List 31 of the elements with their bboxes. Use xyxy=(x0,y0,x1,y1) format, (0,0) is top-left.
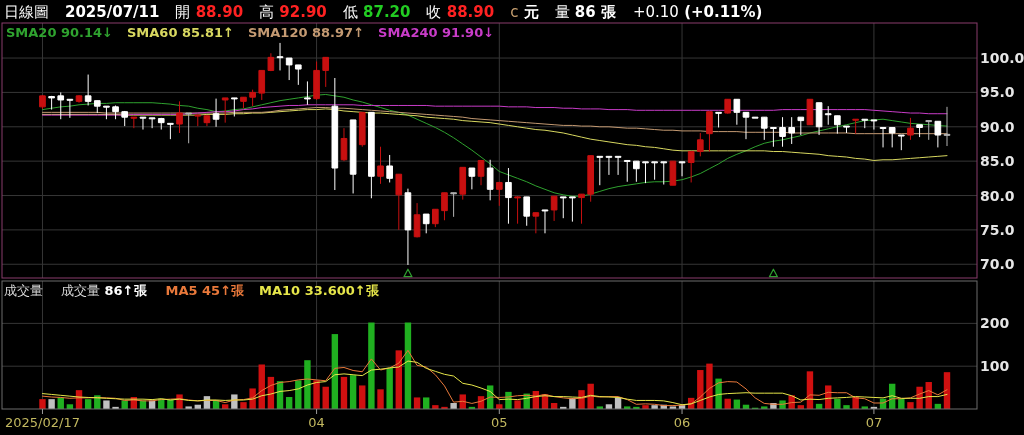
text: SMA20 90.14↓ xyxy=(6,25,113,40)
text: 收 88.90 xyxy=(426,3,495,21)
chart-title: 日線圖 xyxy=(4,3,49,21)
y-tick-label: 75.0 xyxy=(980,221,1015,238)
chart-subtitle: 2025/07/11 xyxy=(65,3,160,21)
text: c 元 xyxy=(510,3,539,21)
x-tick-label: 06 xyxy=(673,415,691,430)
text: SMA120 88.97↑ xyxy=(248,25,365,40)
x-tick-label: 04 xyxy=(308,415,325,430)
y-tick-label: 80.0 xyxy=(980,187,1015,204)
text: +0.10 (+0.11%) xyxy=(632,3,763,21)
y-tick-label: 95.0 xyxy=(980,84,1015,101)
text: 低 87.20 xyxy=(342,3,411,21)
x-tick-label: 2025/02/17 xyxy=(5,415,80,430)
y-tick-label: 200 xyxy=(980,315,1010,332)
y-tick-label: 90.0 xyxy=(980,118,1015,135)
text: 開 88.90 xyxy=(175,3,244,21)
text: MA5 45↑張 xyxy=(165,283,246,298)
annotation: 成交量 86↑張 xyxy=(61,283,148,298)
text: MA10 33.600↑張 xyxy=(259,283,380,298)
text: SMA240 91.90↓ xyxy=(378,25,495,40)
text: 高 92.90 xyxy=(259,3,327,21)
y-tick-label: 70.0 xyxy=(980,256,1015,273)
x-tick-label: 07 xyxy=(865,415,883,430)
x-tick-label: 05 xyxy=(491,415,508,430)
y-tick-label: 100.0 xyxy=(980,50,1024,67)
y-tick-label: 100 xyxy=(980,358,1010,375)
text: SMA60 85.81↑ xyxy=(127,25,234,40)
y-tick-label: 85.0 xyxy=(980,153,1015,170)
chart-title: 成交量 xyxy=(4,283,43,298)
text: 量 86 張 xyxy=(554,3,617,21)
